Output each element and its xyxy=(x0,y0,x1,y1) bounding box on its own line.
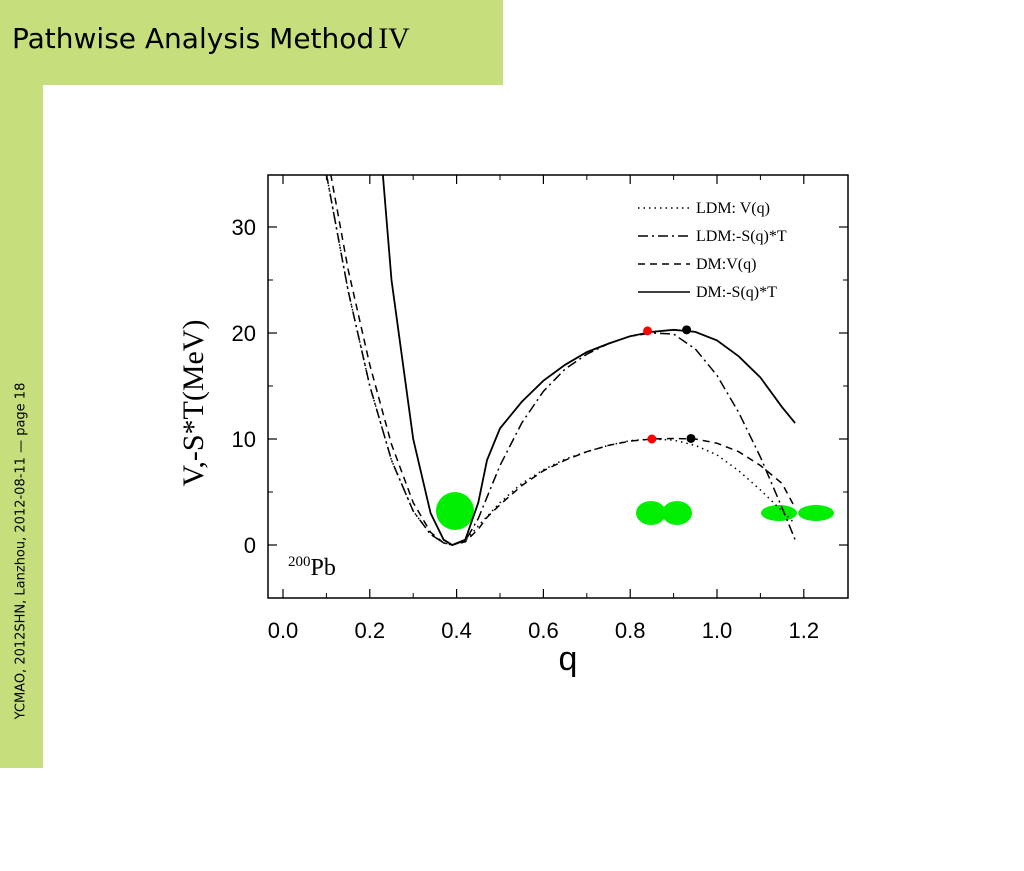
fragment-shape-left xyxy=(761,505,797,521)
sphere-shape xyxy=(436,492,474,530)
x-tick-label-2: 0.4 xyxy=(441,618,472,643)
y-tick-label-2: 20 xyxy=(232,321,256,346)
saddle-point-0 xyxy=(643,326,653,336)
nucleus-shapes xyxy=(436,492,834,530)
annotation-mass: 200 xyxy=(288,554,311,570)
y-tick-label-1: 10 xyxy=(232,427,256,452)
series-lines xyxy=(325,175,796,547)
series-line-0 xyxy=(325,175,796,546)
side-bar xyxy=(0,85,43,768)
saddle-point-3 xyxy=(686,433,696,443)
x-tick-label-6: 1.2 xyxy=(789,618,820,643)
y-tick-label-3: 30 xyxy=(232,215,256,240)
saddle-point-2 xyxy=(647,434,657,444)
y-axis-label: V,-S*T(MeV) xyxy=(177,320,210,487)
neck-shape-right xyxy=(662,501,692,525)
fragment-shape-right xyxy=(798,505,834,521)
legend-label-3: DM:-S(q)*T xyxy=(696,284,777,301)
legend-label-0: LDM: V(q) xyxy=(696,200,770,217)
series-line-2 xyxy=(330,175,796,546)
saddle-points xyxy=(643,325,696,444)
series-line-3 xyxy=(381,175,796,547)
x-tick-label-5: 1.0 xyxy=(702,618,733,643)
x-tick-label-4: 0.8 xyxy=(615,618,646,643)
x-axis-label: q xyxy=(559,640,578,678)
annotation-element: Pb xyxy=(311,555,336,581)
nucleus-annotation: 200Pb xyxy=(288,554,336,581)
legend: LDM: V(q) LDM:-S(q)*T DM:V(q) DM:-S(q)*T xyxy=(638,200,787,301)
slide-title-numeral: IV xyxy=(378,22,410,55)
neck-shape-left xyxy=(636,501,666,525)
slide-title: Pathwise Analysis Method IV xyxy=(12,22,410,56)
saddle-point-1 xyxy=(682,325,692,335)
series-line-1 xyxy=(325,175,796,546)
x-tick-label-0: 0.0 xyxy=(268,618,299,643)
legend-label-1: LDM:-S(q)*T xyxy=(696,228,787,245)
x-tick-label-1: 0.2 xyxy=(355,618,386,643)
title-box: Pathwise Analysis Method IV xyxy=(0,0,503,85)
slide-title-text: Pathwise Analysis Method xyxy=(12,22,375,55)
legend-label-2: DM:V(q) xyxy=(696,256,756,273)
y-tick-label-0: 0 xyxy=(244,533,256,558)
x-tick-label-3: 0.6 xyxy=(528,618,559,643)
axis-ticks: 0.0 0.2 0.4 0.6 0.8 1.0 1.2 0 10 20 30 xyxy=(232,175,848,643)
